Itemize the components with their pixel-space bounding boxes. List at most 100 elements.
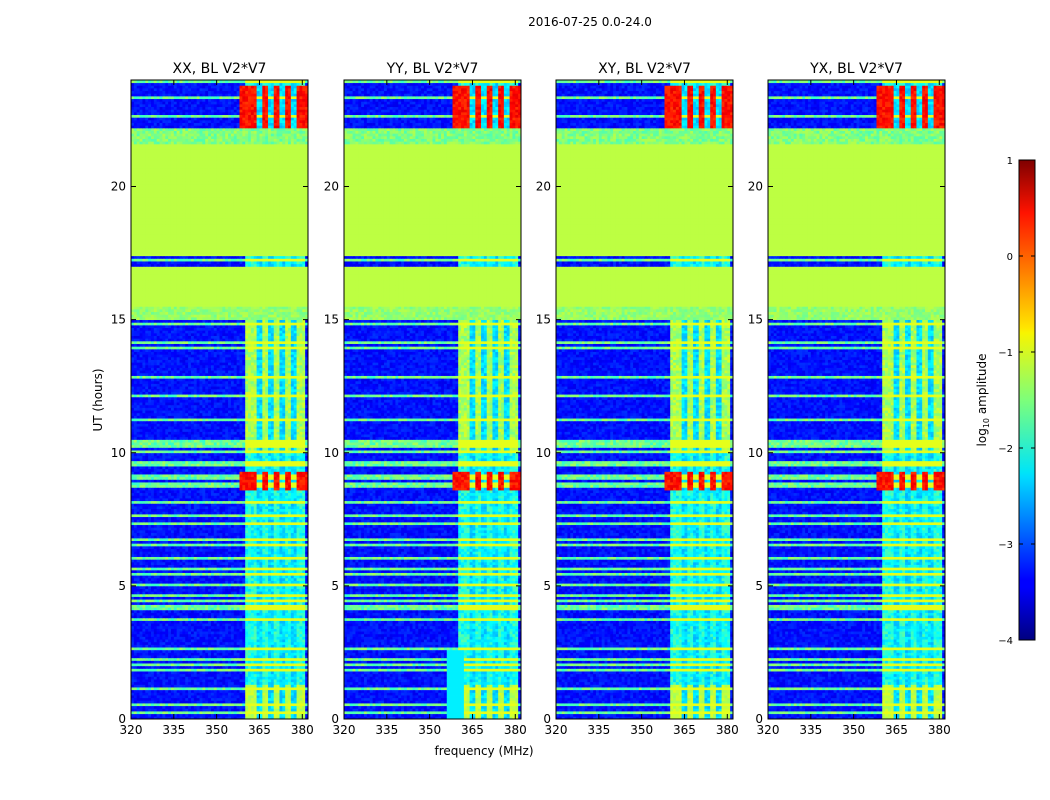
heatmap-cell (256, 591, 260, 595)
heatmap-cell (156, 567, 160, 571)
heatmap-cell (133, 655, 138, 659)
heatmap-cell (242, 529, 246, 534)
heatmap-cell (276, 681, 280, 685)
heatmap-cell (153, 665, 158, 669)
heatmap-cell (165, 660, 169, 664)
heatmap-cell (216, 577, 220, 581)
heatmap-cell (165, 551, 169, 555)
heatmap-cell (268, 591, 272, 595)
heatmap-cell (219, 639, 223, 643)
heatmap-cell (296, 660, 300, 664)
heatmap-cell (262, 639, 266, 643)
heatmap-cell (259, 636, 263, 640)
heatmap-cell (202, 652, 206, 656)
heatmap-cell (196, 673, 200, 677)
heatmap-cell (139, 615, 143, 619)
heatmap-cell (190, 657, 195, 661)
heatmap-cell (236, 687, 240, 691)
heatmap-cell (193, 559, 198, 563)
heatmap-cell (250, 537, 255, 542)
heatmap-cell (165, 519, 169, 523)
heatmap-cell (170, 604, 175, 608)
heatmap-cell (285, 687, 289, 691)
heatmap-cell (145, 529, 149, 534)
heatmap-cell (159, 676, 163, 680)
heatmap-cell (239, 537, 243, 542)
heatmap-cell (185, 687, 189, 691)
heatmap-cell (256, 569, 260, 573)
heatmap-cell (245, 663, 249, 667)
heatmap-cell (193, 641, 198, 645)
heatmap-cell (230, 601, 235, 605)
heatmap-cell (273, 705, 277, 709)
heatmap-cell (145, 524, 149, 528)
heatmap-cell (173, 599, 178, 603)
heatmap-cell (248, 559, 252, 563)
heatmap-cell (233, 508, 238, 512)
heatmap-cell (162, 660, 166, 664)
heatmap-cell (262, 697, 266, 701)
heatmap-cell (262, 572, 266, 576)
heatmap-cell (213, 569, 218, 573)
heatmap-cell (131, 687, 135, 691)
heatmap-cell (276, 564, 280, 568)
heatmap-cell (268, 551, 272, 555)
heatmap-cell (273, 668, 277, 672)
heatmap-cell (142, 657, 146, 661)
heatmap-cell (253, 604, 258, 608)
heatmap-cell (299, 583, 303, 587)
heatmap-cell (242, 612, 246, 616)
heatmap-cell (282, 649, 286, 653)
heatmap-cell (179, 703, 183, 707)
heatmap-cell (248, 508, 252, 512)
heatmap-cell (222, 511, 226, 515)
heatmap-cell (133, 681, 138, 685)
heatmap-cell (219, 671, 223, 675)
heatmap-cell (245, 519, 249, 523)
heatmap-cell (202, 711, 206, 715)
heatmap-cell (193, 537, 198, 542)
heatmap-cell (219, 601, 223, 605)
heatmap-cell (205, 564, 209, 568)
heatmap-cell (282, 577, 286, 581)
heatmap-cell (168, 604, 172, 608)
heatmap-cell (253, 543, 258, 547)
heatmap-cell (293, 593, 297, 597)
heatmap-cell (282, 716, 286, 719)
heatmap-cell (285, 506, 289, 510)
heatmap-cell (293, 564, 297, 568)
heatmap-cell (145, 681, 149, 685)
heatmap-cell (213, 644, 218, 648)
heatmap-cell (170, 513, 175, 518)
heatmap-cell (239, 548, 243, 552)
heatmap-cell (302, 607, 306, 611)
heatmap-cell (230, 561, 235, 565)
heatmap-cell (196, 671, 200, 675)
heatmap-cell (293, 633, 297, 637)
heatmap-cell (176, 705, 180, 709)
heatmap-cell (153, 625, 158, 629)
heatmap-cell (273, 556, 277, 560)
heatmap-cell (142, 684, 146, 688)
heatmap-cell (208, 689, 212, 693)
heatmap-cell (208, 513, 212, 518)
heatmap-cell (305, 559, 308, 563)
heatmap-cell (228, 535, 232, 539)
heatmap-cell (170, 655, 175, 659)
heatmap-cell (253, 641, 258, 645)
heatmap-cell (276, 687, 280, 691)
heatmap-cell (216, 705, 220, 709)
heatmap-cell (139, 583, 143, 587)
heatmap-cell (159, 649, 163, 653)
heatmap-cell (273, 660, 277, 664)
heatmap-cell (202, 708, 206, 712)
heatmap-cell (196, 625, 200, 629)
heatmap-cell (213, 625, 218, 629)
heatmap-cell (173, 583, 178, 587)
heatmap-cell (293, 545, 297, 549)
heatmap-cell (145, 532, 149, 536)
heatmap-cell (196, 716, 200, 719)
heatmap-cell (219, 596, 223, 600)
heatmap-cell (148, 545, 152, 549)
heatmap-cell (296, 607, 300, 611)
